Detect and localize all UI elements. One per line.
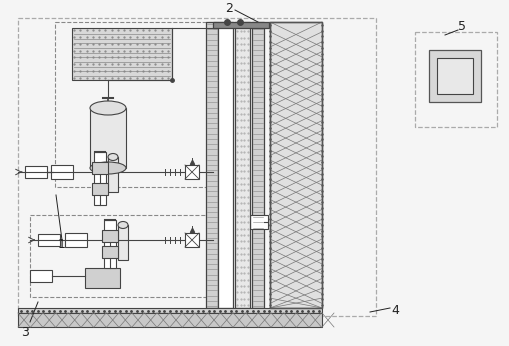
Bar [18, 18, 375, 316]
Bar [108, 157, 118, 192]
Bar [94, 152, 106, 205]
Bar [414, 32, 496, 127]
Bar [92, 183, 108, 195]
Bar [436, 58, 472, 94]
Bar [185, 165, 199, 179]
Bar [18, 313, 321, 327]
Bar [251, 22, 264, 308]
Bar [104, 220, 116, 268]
Bar [428, 50, 480, 102]
Bar [235, 22, 249, 308]
Bar [118, 225, 128, 260]
Text: 2: 2 [224, 2, 233, 16]
Bar [213, 22, 268, 28]
Text: 1: 1 [58, 237, 66, 251]
Bar [30, 270, 52, 282]
Bar [217, 22, 233, 308]
Text: 4: 4 [390, 303, 398, 317]
Bar [72, 28, 172, 80]
Bar [102, 246, 118, 258]
Bar [92, 162, 108, 174]
Bar [185, 233, 199, 247]
Bar [102, 230, 118, 242]
Bar [38, 234, 60, 246]
Bar [206, 22, 217, 308]
Bar [25, 166, 47, 178]
Text: 5: 5 [457, 19, 465, 33]
Ellipse shape [90, 162, 126, 174]
Bar [65, 233, 87, 247]
Bar [30, 215, 210, 297]
Bar [269, 22, 321, 308]
Text: 3: 3 [21, 326, 29, 338]
Bar [269, 22, 321, 308]
Bar [55, 22, 216, 187]
Bar [249, 215, 267, 229]
Ellipse shape [90, 101, 126, 115]
Ellipse shape [108, 154, 118, 161]
Bar [18, 308, 321, 313]
Ellipse shape [118, 221, 128, 228]
Bar [85, 268, 120, 288]
Bar [90, 108, 126, 168]
Bar [15, 15, 389, 320]
Bar [51, 165, 73, 179]
